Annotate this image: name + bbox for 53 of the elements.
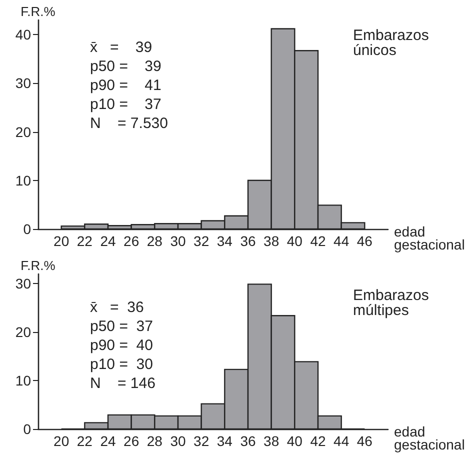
x-tick-label: 22 — [76, 433, 93, 449]
x-tick-label: 22 — [76, 233, 93, 249]
y-tick-label: 20 — [15, 324, 32, 340]
x-tick-label: 20 — [54, 433, 70, 449]
annotation: p90 = 41 — [90, 77, 162, 94]
annotation: p10 = 30 — [90, 356, 153, 373]
x-tick-label: 26 — [124, 433, 140, 449]
x-tick-label: 24 — [100, 433, 116, 449]
y-tick-label: 0 — [23, 421, 32, 437]
y-tick-label: 10 — [15, 172, 32, 188]
x-tick-label: 28 — [146, 433, 163, 449]
x-tick-label: 30 — [170, 233, 186, 249]
x-axis-title: edad gestacional — [394, 224, 465, 252]
annotation: N = 7.530 — [90, 115, 168, 132]
annotation: N = 146 — [90, 375, 156, 392]
y-tick-label: 30 — [15, 276, 32, 292]
x-tick-label: 40 — [286, 433, 303, 449]
y-tick-label: 20 — [15, 124, 32, 140]
x-tick-label: 42 — [310, 433, 326, 449]
y-tick-label: 40 — [15, 26, 32, 43]
x-tick-label: 44 — [334, 433, 350, 449]
x-tick-label: 44 — [334, 233, 350, 249]
annotation: x̄ = 39 — [90, 39, 152, 56]
x-tick-label: 36 — [240, 233, 256, 249]
x-tick-label: 38 — [264, 233, 280, 249]
x-tick-label: 36 — [240, 433, 256, 449]
x-tick-label: 42 — [310, 233, 326, 249]
x-axis-title: edad gestacional — [394, 424, 465, 452]
x-tick-label: 26 — [124, 233, 140, 249]
annotation: x̄ = 36 — [90, 299, 144, 316]
x-tick-label: 24 — [100, 233, 116, 249]
annotation: p90 = 40 — [90, 337, 153, 354]
x-tick-label: 32 — [194, 433, 210, 449]
annotation: p50 = 39 — [90, 58, 162, 75]
x-tick-label: 30 — [170, 433, 186, 449]
annotation: p10 = 37 — [90, 96, 162, 113]
x-tick-label: 34 — [216, 233, 233, 249]
x-tick-label: 46 — [356, 433, 373, 449]
x-tick-label: 32 — [194, 233, 210, 249]
x-tick-label: 46 — [356, 233, 373, 249]
text: Embarazos únicos — [353, 27, 429, 59]
y-tick-label: 0 — [23, 221, 32, 237]
x-tick-label: 40 — [286, 233, 303, 249]
text: Embarazos múltipes — [353, 287, 429, 319]
y-axis-title: F.R.% — [20, 258, 56, 273]
annotation: p50 = 37 — [90, 318, 153, 335]
y-tick-label: 10 — [15, 372, 32, 389]
x-tick-label: 34 — [216, 433, 233, 449]
y-axis-title: F.R.% — [20, 4, 56, 19]
y-tick-label: 30 — [15, 75, 32, 92]
x-tick-label: 38 — [264, 433, 280, 449]
x-tick-label: 28 — [146, 233, 163, 249]
x-tick-label: 20 — [54, 233, 70, 249]
